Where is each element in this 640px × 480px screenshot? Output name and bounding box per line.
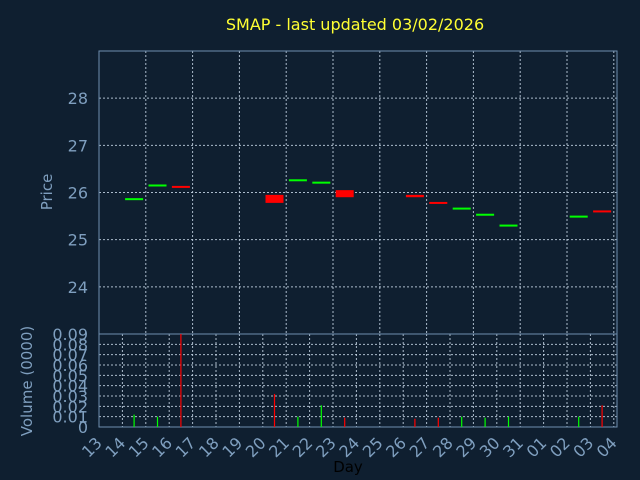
- candle-30: [499, 224, 518, 227]
- candle-02: [569, 215, 588, 218]
- volume-tick-label: 0.09: [52, 325, 88, 344]
- volume-plot-frame: [98, 333, 618, 428]
- candle-26: [405, 194, 424, 198]
- price-tick-label: 28: [68, 89, 88, 108]
- price-candles: [125, 179, 612, 227]
- price-axis-ticks: 24 25 26 27 28: [68, 89, 88, 297]
- price-tick-label: 26: [68, 184, 88, 203]
- candle-23: [335, 190, 354, 198]
- candle-27: [429, 201, 448, 204]
- candle-29: [476, 213, 495, 216]
- volume-tick-label: 0.02: [52, 397, 88, 416]
- volume-tick-label: 0.08: [52, 335, 88, 354]
- day-axis-label: Day: [333, 458, 363, 476]
- price-tick-label: 24: [68, 278, 88, 297]
- candle-14: [125, 198, 144, 201]
- volume-tick-label: 0.05: [52, 366, 88, 385]
- volume-axis-label: Volume (0000): [18, 326, 36, 436]
- candle-15: [148, 184, 167, 187]
- candle-21: [288, 179, 307, 182]
- volume-gridlines: [99, 333, 617, 427]
- volume-tick-label: 0.03: [52, 387, 88, 406]
- volume-tick-label: 0: [78, 418, 88, 437]
- volume-bars: [133, 334, 603, 427]
- volume-axis-ticks: 00.010.020.030.040.050.060.070.080.09: [52, 325, 88, 437]
- volume-tick-label: 0.07: [52, 346, 88, 365]
- candle-16: [171, 185, 190, 188]
- candle-20: [265, 194, 284, 203]
- price-tick-label: 25: [68, 231, 88, 250]
- candle-22: [312, 181, 331, 184]
- volume-tick-label: 0.01: [52, 408, 88, 427]
- chart-title: SMAP - last updated 03/02/2026: [226, 15, 484, 34]
- candle-03: [593, 210, 612, 213]
- price-tick-label: 27: [68, 136, 88, 155]
- volume-tick-label: 0.04: [52, 377, 88, 396]
- volume-tick-label: 0.06: [52, 356, 88, 375]
- price-axis-label: Price: [38, 174, 56, 211]
- price-gridlines: [99, 51, 617, 334]
- candle-28: [452, 207, 471, 210]
